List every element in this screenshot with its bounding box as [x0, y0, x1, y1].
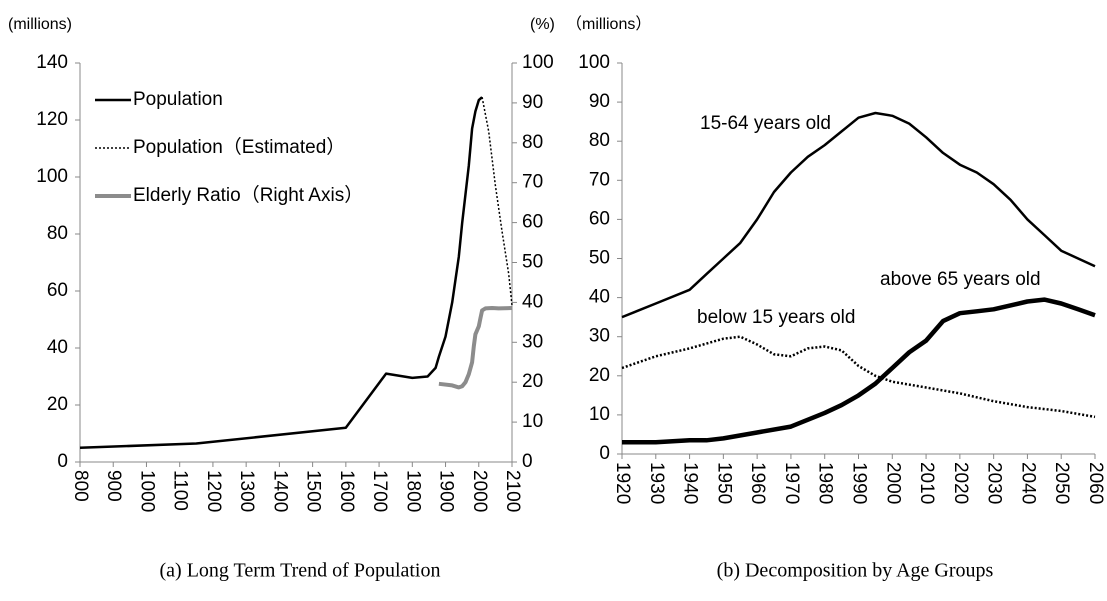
- x-tick-label: 1800: [402, 470, 423, 512]
- y-tick-label: 120: [36, 109, 68, 130]
- y-tick-label: 20: [589, 365, 610, 386]
- x-tick-label: 2100: [502, 470, 523, 512]
- y-tick-label: 90: [589, 91, 610, 112]
- y-tick-label: 140: [36, 52, 68, 73]
- y2-tick-label: 50: [522, 252, 543, 273]
- x-tick-label: 1950: [713, 462, 734, 504]
- y-tick-label: 40: [47, 337, 68, 358]
- caption: (a) Long Term Trend of Population: [160, 560, 441, 582]
- x-tick-label: 2010: [916, 462, 937, 504]
- series-label: above 65 years old: [880, 269, 1041, 290]
- y2-tick-label: 100: [522, 52, 554, 73]
- y-tick-label: 50: [589, 248, 610, 269]
- y-tick-label: 0: [599, 443, 610, 464]
- x-tick-label: 2050: [1051, 462, 1072, 504]
- y-tick-label: 80: [589, 130, 610, 151]
- series-line: [79, 96, 483, 450]
- caption: (b) Decomposition by Age Groups: [717, 560, 994, 582]
- y2-tick-label: 10: [522, 411, 543, 432]
- x-tick-label: 900: [103, 470, 124, 502]
- y2-tick-label: 70: [522, 172, 543, 193]
- series-line: [481, 97, 513, 306]
- y-axis-unit: (millions): [8, 16, 72, 33]
- y2-tick-label: 80: [522, 132, 543, 153]
- legend-label: Population（Estimated）: [133, 136, 345, 158]
- x-tick-label: 2020: [950, 462, 971, 504]
- y-tick-label: 30: [589, 326, 610, 347]
- x-tick-label: 1300: [236, 470, 257, 512]
- x-tick-label: 1100: [170, 470, 191, 511]
- x-tick-label: 1930: [646, 462, 667, 504]
- series-label: below 15 years old: [697, 307, 855, 328]
- y-tick-label: 20: [47, 394, 68, 415]
- x-tick-label: 1500: [303, 470, 324, 512]
- y-axis-unit: （millions）: [566, 15, 651, 33]
- x-tick-label: 1970: [781, 462, 802, 504]
- x-tick-label: 2060: [1085, 462, 1106, 504]
- series-line: [622, 297, 1096, 445]
- y-tick-label: 100: [36, 166, 68, 187]
- x-tick-label: 2040: [1017, 462, 1038, 504]
- y2-tick-label: 20: [522, 371, 543, 392]
- x-tick-label: 1600: [336, 470, 357, 512]
- y2-tick-label: 60: [522, 212, 543, 233]
- x-tick-label: 1940: [680, 462, 701, 504]
- series-line: [621, 111, 1096, 319]
- y-tick-label: 60: [589, 208, 610, 229]
- legend-label: Elderly Ratio（Right Axis）: [133, 184, 363, 206]
- y2-tick-label: 40: [522, 291, 543, 312]
- y-tick-label: 40: [589, 287, 610, 308]
- y-tick-label: 0: [57, 451, 68, 472]
- x-tick-label: 2030: [984, 462, 1005, 504]
- y-tick-label: 70: [589, 169, 610, 190]
- legend-label: Population: [133, 89, 223, 110]
- x-tick-label: 800: [70, 470, 91, 502]
- x-tick-label: 1000: [136, 470, 157, 512]
- x-tick-label: 1200: [203, 470, 224, 512]
- y-tick-label: 100: [578, 52, 610, 73]
- x-tick-label: 1920: [612, 462, 633, 504]
- x-tick-label: 2000: [469, 470, 490, 512]
- series-line: [621, 335, 1096, 419]
- x-tick-label: 1900: [436, 470, 457, 512]
- y-tick-label: 10: [589, 404, 610, 425]
- y-tick-label: 80: [47, 223, 68, 244]
- x-tick-label: 1960: [747, 462, 768, 504]
- y2-tick-label: 30: [522, 331, 543, 352]
- y-tick-label: 60: [47, 280, 68, 301]
- x-tick-label: 1400: [269, 470, 290, 512]
- x-tick-label: 1990: [848, 462, 869, 504]
- y2-tick-label: 0: [522, 451, 533, 472]
- y2-tick-label: 90: [522, 92, 543, 113]
- x-tick-label: 2000: [882, 462, 903, 504]
- series-label: 15-64 years old: [700, 113, 831, 134]
- series-line: [438, 306, 513, 390]
- y2-axis-unit: (%): [530, 16, 555, 33]
- x-tick-label: 1700: [369, 470, 390, 512]
- x-tick-label: 1980: [815, 462, 836, 504]
